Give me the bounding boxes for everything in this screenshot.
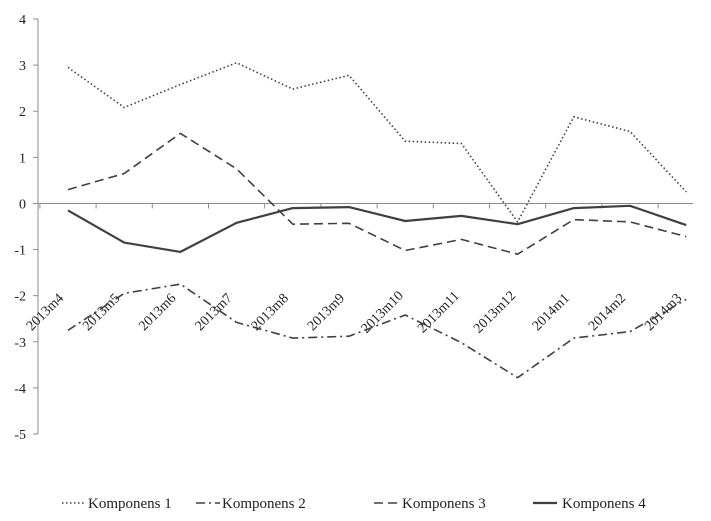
x-tick-label: 2014m1 bbox=[530, 291, 573, 334]
x-tick-label: 2013m11 bbox=[415, 289, 463, 337]
x-tick-label: 2013m12 bbox=[471, 289, 519, 337]
series-line-1 bbox=[67, 61, 687, 223]
legend-label-4: Komponens 4 bbox=[562, 496, 646, 512]
y-axis: 4 3 2 1 0 -1 -2 -3 -4 -5 bbox=[14, 13, 39, 443]
series-layer bbox=[67, 61, 687, 379]
y-tick-label: -1 bbox=[14, 244, 26, 259]
x-tick-label: 2014m2 bbox=[586, 291, 629, 334]
y-tick-label: 4 bbox=[19, 13, 26, 28]
series-line-2 bbox=[67, 283, 687, 379]
y-tick-label: -2 bbox=[14, 290, 26, 305]
x-tick-label: 2013m4 bbox=[24, 291, 67, 334]
x-tick-label: 2013m9 bbox=[305, 291, 348, 334]
y-tick-label: -3 bbox=[14, 336, 26, 351]
y-tick-label: 1 bbox=[19, 151, 26, 166]
series-line-3 bbox=[67, 132, 687, 255]
y-tick-label: 0 bbox=[19, 197, 26, 212]
y-tick-label: 3 bbox=[19, 59, 26, 74]
x-tick-label: 2013m6 bbox=[136, 291, 179, 334]
y-tick-label: -4 bbox=[14, 382, 26, 397]
legend-label-1: Komponens 1 bbox=[88, 496, 172, 512]
legend-label-2: Komponens 2 bbox=[222, 496, 306, 512]
y-tick-label: -5 bbox=[14, 428, 26, 443]
legend-label-3: Komponens 3 bbox=[402, 496, 486, 512]
legend: Komponens 1 Komponens 2 Komponens 3 Kompone… bbox=[62, 496, 646, 512]
series-line-4 bbox=[67, 204, 687, 253]
x-axis: 2013m4 2013m5 2013m6 2013m7 2013m8 2013m9 2013… bbox=[24, 202, 693, 337]
y-tick-label: 2 bbox=[19, 105, 26, 120]
